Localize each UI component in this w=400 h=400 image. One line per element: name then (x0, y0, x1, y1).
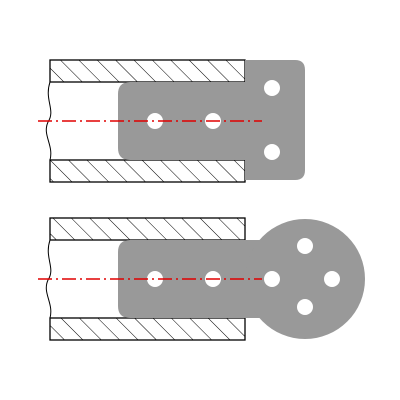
figure-circular-flange (38, 217, 365, 341)
tube-break-line (45, 81, 52, 161)
circular-flange (245, 219, 365, 339)
flange-hole (297, 238, 313, 254)
tube-lower-wall (49, 159, 246, 183)
tube-upper-wall (49, 59, 246, 83)
tube-lower-wall (49, 317, 246, 341)
shaft-hole (147, 271, 163, 287)
tube-upper-wall (49, 217, 246, 241)
tube-break-line (45, 239, 52, 319)
flange-hole (297, 299, 313, 315)
shaft-hole (147, 113, 163, 129)
flange-hole (324, 271, 340, 287)
figure-rectangular-flange (38, 59, 305, 183)
flange-hole (264, 271, 280, 287)
flange-hole (264, 144, 280, 160)
flange-hole (264, 80, 280, 96)
